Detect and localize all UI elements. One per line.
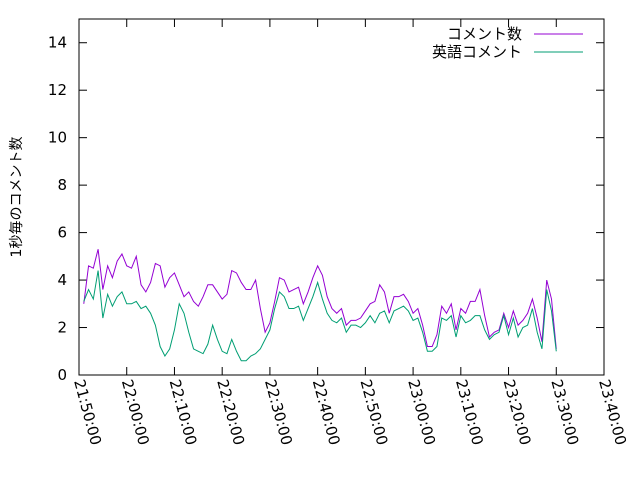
y-tick-label: 4 — [57, 271, 67, 289]
plot-frame — [78, 18, 605, 376]
x-tick-label: 23:30:00 — [547, 377, 582, 447]
y-tick-label: 10 — [48, 129, 67, 147]
x-tick-label: 22:30:00 — [261, 377, 296, 447]
x-axis: 21:50:00 22:00:00 22:10:00 22:20:00 22:30:00… — [70, 19, 630, 447]
y-axis-label: 1秒毎のコメント数 — [9, 137, 25, 258]
x-tick-label: 23:00:00 — [404, 377, 439, 447]
x-tick-label: 22:00:00 — [118, 377, 153, 447]
legend-label: コメント数 — [447, 25, 522, 43]
x-tick-label: 21:50:00 — [70, 377, 105, 447]
x-tick-label: 23:20:00 — [500, 377, 535, 447]
legend-label: 英語コメント — [432, 43, 522, 61]
y-tick-label: 2 — [57, 319, 67, 337]
x-tick-label: 22:50:00 — [356, 377, 391, 447]
series-line-1 — [83, 270, 557, 362]
x-tick-label: 22:40:00 — [309, 377, 344, 447]
series-line-0 — [83, 249, 557, 349]
y-tick-label: 8 — [57, 176, 67, 194]
y-tick-label: 14 — [48, 34, 67, 52]
x-tick-label: 22:20:00 — [213, 377, 248, 447]
y-tick-label: 6 — [57, 224, 67, 242]
y-axis: 0 2 4 6 8 10 12 14 — [48, 34, 604, 384]
x-tick-label: 23:10:00 — [452, 377, 487, 447]
x-tick-label: 22:10:00 — [166, 377, 201, 447]
x-tick-label: 23:40:00 — [595, 377, 630, 447]
series-lines — [83, 249, 557, 362]
y-tick-label: 0 — [57, 366, 67, 384]
y-tick-label: 12 — [48, 81, 67, 99]
